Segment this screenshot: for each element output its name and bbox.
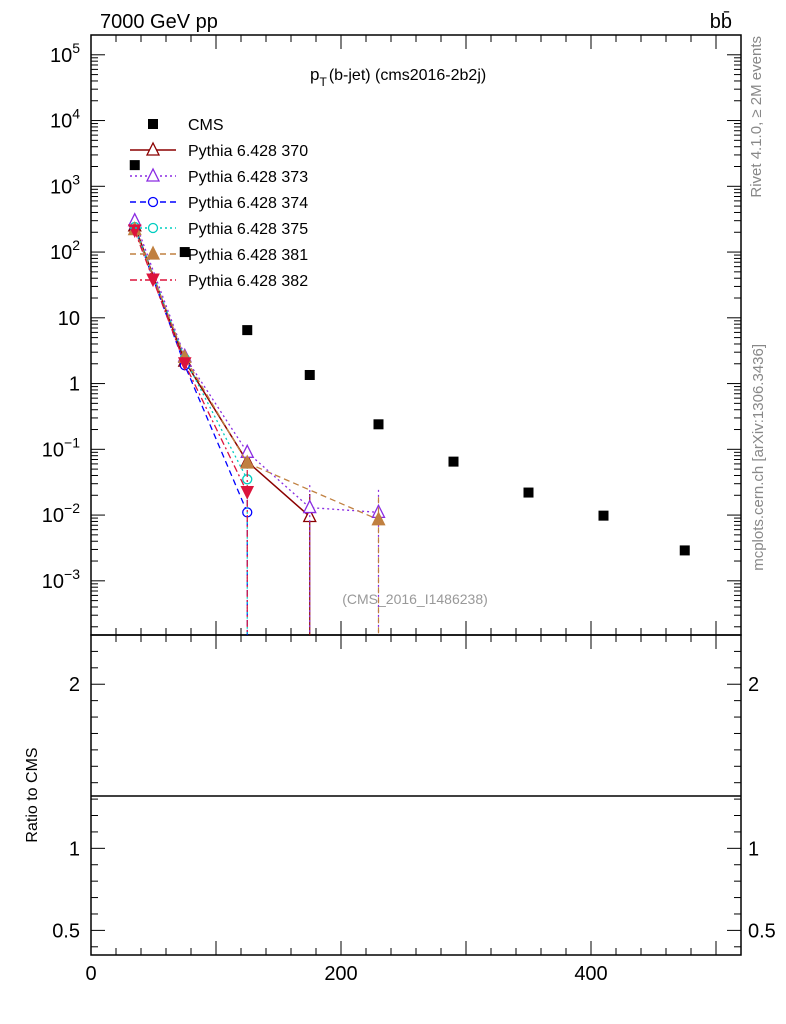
- ratio-y-tick-label: 2: [69, 674, 80, 696]
- legend-label: Pythia 6.428 375: [188, 221, 308, 238]
- y-tick-label-exponent: 5: [72, 40, 80, 56]
- data-point: [242, 325, 253, 336]
- legend: CMS Pythia 6.428 370 Pythia 6.428 373 Pythi…: [130, 117, 308, 290]
- data-point: [129, 160, 140, 171]
- series-line: [134, 225, 311, 518]
- y-tick-label-base: 10: [42, 571, 64, 593]
- ratio-y-tick-label: 0.5: [52, 920, 80, 942]
- data-point: [304, 369, 315, 380]
- y-tick-label-base: 10: [50, 111, 72, 133]
- y-tick-label-exponent: −2: [64, 500, 80, 516]
- data-point: [523, 487, 534, 498]
- series-pythia-6-428-373: [127, 212, 386, 635]
- ratio-y-tick-label-right: 0.5: [748, 920, 776, 942]
- y-tick-label: 10−2: [42, 500, 80, 527]
- legend-label: Pythia 6.428 373: [188, 169, 308, 186]
- legend-marker: [148, 119, 158, 129]
- legend-marker: [145, 167, 161, 182]
- legend-marker: [145, 141, 161, 156]
- y-tick-label-base: 10: [42, 505, 64, 527]
- series-cms: [129, 160, 690, 556]
- data-point: [179, 247, 190, 258]
- legend-marker: [146, 273, 160, 288]
- y-tick-label-base: 10: [50, 176, 72, 198]
- plot-title-main: p: [310, 65, 319, 84]
- ratio-plot-frame: [90, 634, 742, 956]
- plot-title-subscript: T: [319, 75, 327, 89]
- data-point: [302, 499, 317, 514]
- series-layer: [127, 160, 690, 635]
- y-tick-label: 102: [50, 237, 80, 264]
- header-energy-label: 7000 GeV pp: [100, 11, 218, 33]
- legend-entry: Pythia 6.428 373: [130, 167, 308, 186]
- data-point: [177, 357, 192, 371]
- y-tick-label: 10: [58, 308, 80, 330]
- y-tick-label-exponent: 4: [72, 106, 80, 122]
- x-tick-label: 0: [85, 963, 96, 985]
- y-tick-label: 105: [50, 40, 80, 67]
- ratio-y-tick-label-right: 2: [748, 674, 759, 696]
- plot-title: pT (b-jet) (cms2016-2b2j): [310, 65, 486, 89]
- y-tick-label: 104: [50, 106, 80, 133]
- y-tick-label-exponent: 2: [72, 237, 80, 253]
- data-point: [598, 510, 609, 521]
- data-point: [240, 486, 255, 500]
- series-line: [134, 226, 248, 480]
- legend-marker: [147, 222, 159, 234]
- y-tick-label: 10−1: [42, 434, 80, 461]
- legend-label: Pythia 6.428 370: [188, 143, 308, 160]
- legend-marker: [145, 245, 161, 260]
- legend-marker: [147, 196, 159, 208]
- data-point: [373, 419, 384, 430]
- data-point: [371, 511, 386, 526]
- legend-entry: Pythia 6.428 382: [130, 273, 308, 290]
- y-tick-label-base: 10: [50, 45, 72, 67]
- mcplots-label: mcplots.cern.ch [arXiv:1306.3436]: [750, 344, 767, 571]
- y-tick-label-exponent: 3: [72, 171, 80, 187]
- ratio-y-tick-label-right: 1: [748, 838, 759, 860]
- series-line: [134, 229, 379, 521]
- data-point: [240, 454, 255, 469]
- y-tick-label-base: 10: [50, 242, 72, 264]
- y-tick-label: 10−3: [42, 566, 80, 593]
- ratio-y-axis-label: Ratio to CMS: [24, 747, 41, 842]
- y-tick-label: 1: [69, 374, 80, 396]
- legend-entry: Pythia 6.428 381: [130, 245, 308, 264]
- series-line: [134, 220, 379, 513]
- legend-label: CMS: [188, 117, 224, 134]
- header-process-label: bb̄: [710, 10, 732, 33]
- data-point: [448, 456, 459, 467]
- legend-entry: Pythia 6.428 370: [130, 141, 308, 160]
- plot-title-rest: (b-jet) (cms2016-2b2j): [329, 67, 486, 84]
- y-tick-label: 103: [50, 171, 80, 198]
- y-tick-label-exponent: −1: [64, 434, 80, 450]
- legend-entry: CMS: [148, 117, 224, 134]
- legend-label: Pythia 6.428 374: [188, 195, 308, 212]
- data-point: [679, 545, 690, 556]
- y-tick-label-exponent: −3: [64, 566, 80, 582]
- y-tick-label-base: 10: [42, 439, 64, 461]
- legend-entry: Pythia 6.428 375: [130, 221, 308, 238]
- legend-entry: Pythia 6.428 374: [130, 195, 308, 212]
- legend-label: Pythia 6.428 382: [188, 273, 308, 290]
- x-tick-label: 200: [324, 963, 357, 985]
- analysis-watermark: (CMS_2016_I1486238): [342, 591, 488, 607]
- x-tick-label: 400: [574, 963, 607, 985]
- legend-label: Pythia 6.428 381: [188, 247, 308, 264]
- ratio-y-tick-label: 1: [69, 838, 80, 860]
- rivet-version-label: Rivet 4.1.0, ≥ 2M events: [748, 36, 765, 198]
